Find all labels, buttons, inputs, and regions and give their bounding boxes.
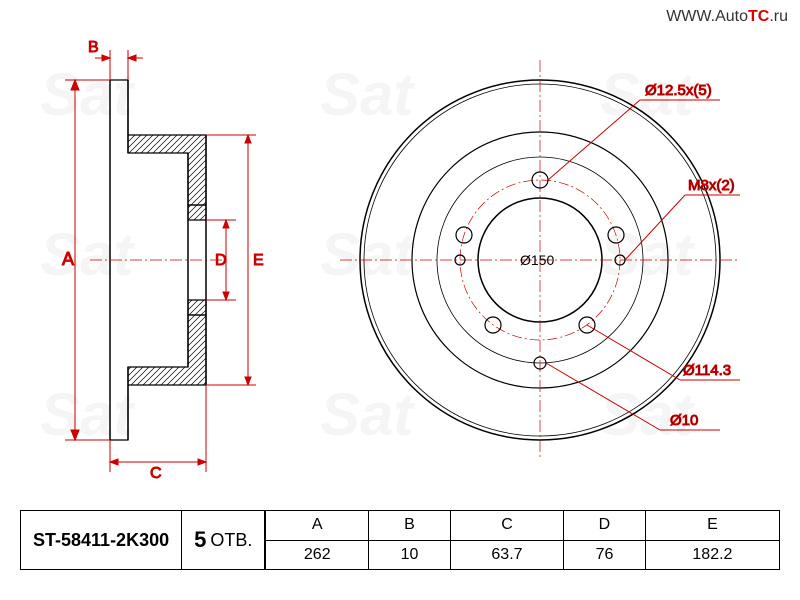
- svg-text:B: B: [88, 40, 99, 56]
- dimensions-table: A B C D E 262 10 63.7 76 182.2: [265, 510, 780, 570]
- front-view: Ø150: [340, 60, 740, 460]
- table-value-row: 262 10 63.7 76 182.2: [266, 540, 780, 570]
- svg-text:Ø114.3: Ø114.3: [683, 362, 731, 379]
- website-url: WWW.AutoTC.ru: [666, 8, 788, 26]
- table-header-row: A B C D E: [266, 511, 780, 541]
- svg-text:C: C: [150, 465, 162, 480]
- svg-text:Ø10: Ø10: [670, 412, 698, 429]
- leader-bolt-circle: Ø114.3: [587, 325, 740, 380]
- dim-b: B: [88, 40, 143, 80]
- part-number: ST-58411-2K300: [20, 510, 182, 570]
- leader-bolt-holes: Ø12.5x(5): [548, 82, 720, 180]
- svg-text:Ø150: Ø150: [520, 252, 554, 268]
- svg-text:A: A: [62, 249, 74, 269]
- dimension-table-bar: ST-58411-2K300 5ОТВ. A B C D E 262 10 63…: [20, 510, 780, 570]
- svg-text:M8x(2): M8x(2): [688, 177, 735, 194]
- dim-c: C: [110, 385, 206, 480]
- svg-text:D: D: [215, 252, 227, 269]
- dim-a: A: [62, 80, 110, 440]
- holes-count: 5ОТВ.: [182, 510, 265, 570]
- technical-drawing: A B C D E: [20, 40, 780, 480]
- svg-text:Ø12.5x(5): Ø12.5x(5): [645, 82, 712, 99]
- svg-text:E: E: [253, 252, 264, 269]
- side-view: [90, 80, 230, 440]
